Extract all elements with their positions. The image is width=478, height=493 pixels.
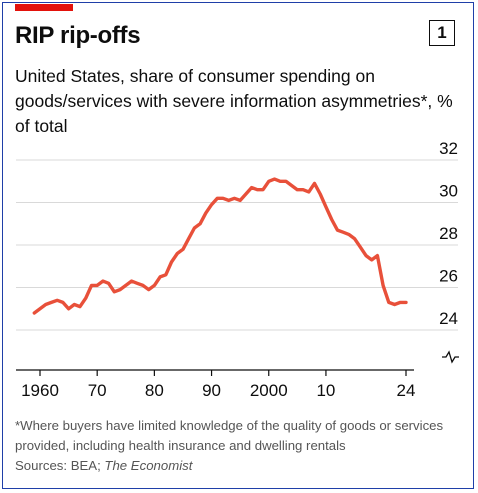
series-line-0 <box>32 177 408 315</box>
x-tick-label-1960: 1960 <box>21 381 59 400</box>
sources-prefix: Sources: BEA; <box>15 458 105 473</box>
brand-red-tag <box>15 4 73 11</box>
y-tick-label-30: 30 <box>439 182 458 201</box>
sources-line: Sources: BEA; The Economist <box>15 456 470 476</box>
y-tick-label-32: 32 <box>439 139 458 158</box>
y-tick-label-26: 26 <box>439 267 458 286</box>
chart-title: RIP rip-offs <box>15 22 141 49</box>
y-axis-break-icon <box>442 350 459 364</box>
x-tick-label-80: 80 <box>145 381 164 400</box>
footnote-note: *Where buyers have limited knowledge of … <box>15 418 444 453</box>
x-tick-label-90: 90 <box>202 381 221 400</box>
footnote: *Where buyers have limited knowledge of … <box>15 416 470 476</box>
x-tick-label-10: 10 <box>316 381 335 400</box>
y-tick-label-24: 24 <box>439 309 458 328</box>
x-tick-label-24: 24 <box>397 381 416 400</box>
chart-number-badge: 1 <box>429 20 455 46</box>
x-tick-label-70: 70 <box>88 381 107 400</box>
sources-italic: The Economist <box>104 458 193 473</box>
y-tick-label-28: 28 <box>439 224 458 243</box>
x-tick-label-2000: 2000 <box>250 381 288 400</box>
chart-subtitle: United States, share of consumer spendin… <box>15 66 453 136</box>
